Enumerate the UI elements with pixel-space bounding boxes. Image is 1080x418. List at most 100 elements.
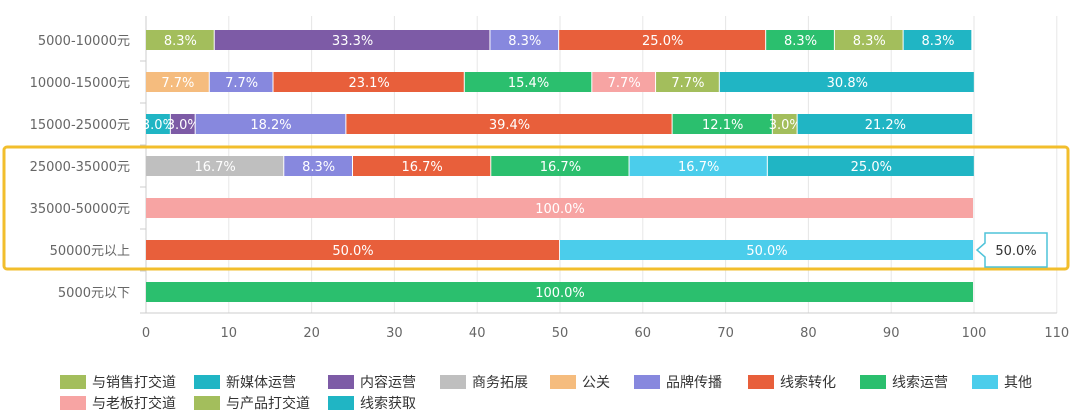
bar-data-label: 25.0% bbox=[851, 160, 892, 175]
bar-segment bbox=[346, 114, 672, 134]
bar-segment bbox=[490, 30, 559, 50]
x-tick-label-30: 30 bbox=[386, 326, 403, 341]
legend-label: 品牌传播 bbox=[666, 375, 722, 391]
legend-swatch bbox=[194, 396, 220, 410]
y-category-label: 5000-10000元 bbox=[38, 34, 130, 49]
x-tick-label-50: 50 bbox=[552, 326, 569, 341]
bar-data-label: 16.7% bbox=[678, 160, 719, 175]
x-tick-label-0: 0 bbox=[142, 326, 150, 341]
bar-data-label: 16.7% bbox=[540, 160, 581, 175]
legend-label: 与销售打交道 bbox=[92, 375, 176, 391]
legend-swatch bbox=[550, 375, 576, 389]
bar-data-label: 8.3% bbox=[921, 34, 954, 49]
x-tick-label-10: 10 bbox=[221, 326, 238, 341]
x-tick-label-80: 80 bbox=[800, 326, 817, 341]
legend-label: 线索转化 bbox=[780, 375, 836, 391]
bar-segment bbox=[767, 156, 974, 176]
bar-data-label: 8.3% bbox=[164, 34, 197, 49]
legend-swatch bbox=[440, 375, 466, 389]
bar-data-label: 25.0% bbox=[642, 34, 683, 49]
bar-segment bbox=[214, 30, 490, 50]
bar-segment bbox=[353, 156, 491, 176]
bar-data-label: 23.1% bbox=[348, 76, 389, 91]
legend-swatch bbox=[860, 375, 886, 389]
bar-segment bbox=[146, 30, 214, 50]
y-category-label: 15000-25000元 bbox=[30, 118, 130, 133]
x-tick-label-100: 100 bbox=[962, 326, 987, 341]
bar-segment bbox=[146, 282, 973, 302]
legend-swatch bbox=[60, 396, 86, 410]
legend-item[interactable]: 线索获取 bbox=[328, 393, 416, 413]
bar-segment bbox=[766, 30, 834, 50]
bar-segment bbox=[491, 156, 629, 176]
legend-label: 线索运营 bbox=[892, 375, 948, 391]
bar-segment bbox=[146, 156, 284, 176]
bar-segment bbox=[146, 114, 170, 134]
bar-segment bbox=[656, 72, 719, 92]
bar-segment bbox=[719, 72, 974, 92]
bar-data-label: 18.2% bbox=[250, 118, 291, 133]
legend-swatch bbox=[328, 375, 354, 389]
bar-segment bbox=[195, 114, 346, 134]
legend-item[interactable]: 新媒体运营 bbox=[194, 372, 296, 392]
bar-data-label: 8.3% bbox=[302, 160, 335, 175]
y-category-label: 5000元以下 bbox=[58, 286, 130, 301]
legend-item[interactable]: 与产品打交道 bbox=[194, 393, 310, 413]
bar-segment bbox=[592, 72, 656, 92]
legend-label: 其他 bbox=[1004, 375, 1032, 391]
legend-item[interactable]: 与销售打交道 bbox=[60, 372, 176, 392]
y-category-label: 25000-35000元 bbox=[30, 160, 130, 175]
legend-item[interactable]: 商务拓展 bbox=[440, 372, 528, 392]
bar-segment bbox=[772, 114, 797, 134]
bar-segment bbox=[146, 198, 973, 218]
legend-item[interactable]: 线索转化 bbox=[748, 372, 836, 392]
bar-data-label: 100.0% bbox=[535, 202, 585, 217]
bar-segment bbox=[903, 30, 972, 50]
y-category-label: 50000元以上 bbox=[50, 244, 130, 259]
bar-data-label: 39.4% bbox=[489, 118, 530, 133]
bar-segment bbox=[146, 240, 559, 260]
bar-segment bbox=[273, 72, 464, 92]
bar-data-label: 7.7% bbox=[161, 76, 194, 91]
bar-segment bbox=[559, 30, 766, 50]
legend-label: 线索获取 bbox=[360, 396, 416, 412]
legend-label: 内容运营 bbox=[360, 375, 416, 391]
bar-data-label: 3.0% bbox=[142, 118, 175, 133]
legend-item[interactable]: 线索运营 bbox=[860, 372, 948, 392]
legend-item[interactable]: 公关 bbox=[550, 372, 610, 392]
y-category-label: 35000-50000元 bbox=[30, 202, 130, 217]
bar-data-label: 8.3% bbox=[508, 34, 541, 49]
x-tick-label-60: 60 bbox=[635, 326, 652, 341]
tooltip-box bbox=[975, 232, 1048, 268]
bar-data-label: 7.7% bbox=[608, 76, 641, 91]
bar-data-label: 16.7% bbox=[194, 160, 235, 175]
bar-data-label: 12.1% bbox=[702, 118, 743, 133]
x-tick-label-90: 90 bbox=[883, 326, 900, 341]
x-tick-label-20: 20 bbox=[303, 326, 320, 341]
bar-data-label: 8.3% bbox=[784, 34, 817, 49]
legend-item[interactable]: 其他 bbox=[972, 372, 1032, 392]
bar-segment bbox=[209, 72, 273, 92]
bar-data-label: 3.0% bbox=[769, 118, 802, 133]
highlight-box bbox=[2, 145, 1070, 271]
bar-segment bbox=[284, 156, 352, 176]
legend-item[interactable]: 与老板打交道 bbox=[60, 393, 176, 413]
legend-swatch bbox=[194, 375, 220, 389]
bar-data-label: 30.8% bbox=[827, 76, 868, 91]
bar-data-label: 33.3% bbox=[332, 34, 373, 49]
bar-segment bbox=[672, 114, 772, 134]
tooltip-text: 50.0% bbox=[995, 244, 1036, 259]
legend-swatch bbox=[972, 375, 998, 389]
legend-label: 公关 bbox=[582, 375, 610, 391]
bar-data-label: 8.3% bbox=[853, 34, 886, 49]
bar-data-label: 16.7% bbox=[401, 160, 442, 175]
x-tick-label-70: 70 bbox=[717, 326, 734, 341]
legend-swatch bbox=[328, 396, 354, 410]
legend-swatch bbox=[60, 375, 86, 389]
x-tick-label-40: 40 bbox=[469, 326, 486, 341]
legend-item[interactable]: 品牌传播 bbox=[634, 372, 722, 392]
bar-data-label: 7.7% bbox=[225, 76, 258, 91]
legend-item[interactable]: 内容运营 bbox=[328, 372, 416, 392]
legend-swatch bbox=[634, 375, 660, 389]
